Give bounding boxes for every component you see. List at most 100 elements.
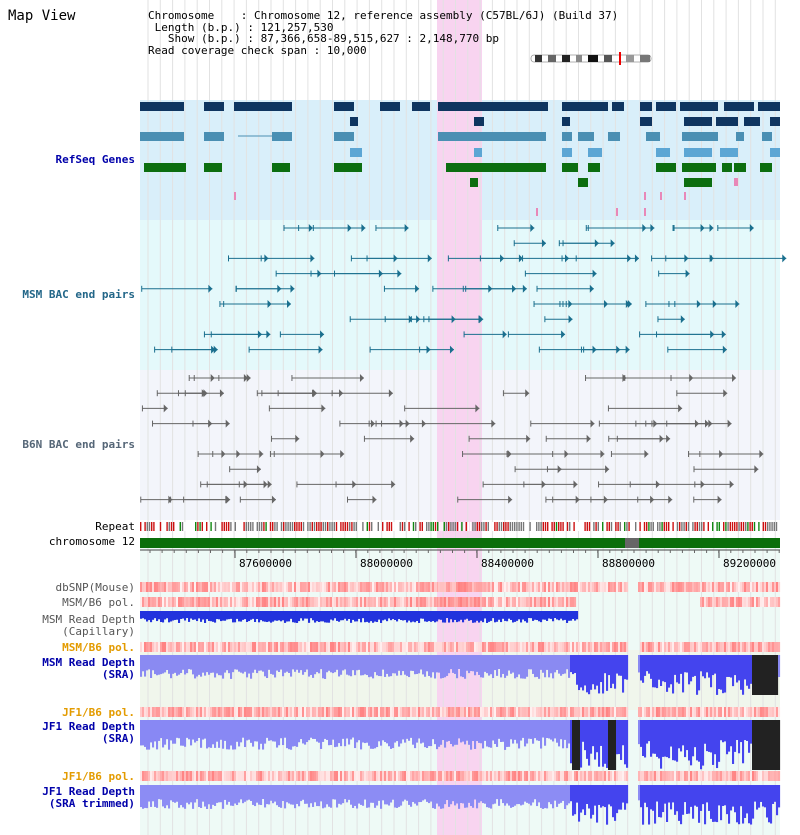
axis-tick-label: 88000000	[360, 557, 413, 570]
span-value: 10,000	[326, 43, 367, 57]
gene-0-5	[412, 102, 430, 111]
gene-2-4	[438, 132, 546, 141]
gene-2-11	[762, 132, 772, 141]
gene-0-2	[234, 102, 292, 111]
gene-3-2	[562, 148, 572, 157]
axis-tick-label: 89200000	[723, 557, 776, 570]
gene-1-1	[474, 117, 484, 126]
gene-4-0	[144, 163, 186, 172]
track-label-msm-depth-sra[interactable]: MSM Read Depth (SRA)	[42, 656, 135, 681]
msm-depth-sra	[140, 655, 781, 695]
gene-0-9	[640, 102, 652, 111]
span-key: Read coverage check span	[148, 43, 307, 57]
gene-3-1	[474, 148, 482, 157]
jf1-pol-band-2	[140, 771, 781, 781]
gene-fragment-7	[644, 208, 646, 216]
msm-pol-band-1	[140, 597, 781, 607]
axis-tick-label: 88400000	[481, 557, 534, 570]
gene-4-4	[350, 163, 362, 172]
gene-0-0	[140, 102, 184, 111]
gene-0-1	[204, 102, 224, 111]
gene-4-12	[760, 163, 772, 172]
gene-3-5	[684, 148, 712, 157]
gene-4-8	[656, 163, 676, 172]
dbsnp-band	[140, 582, 781, 592]
gene-1-5	[716, 117, 738, 126]
jf1-pol-band-1	[140, 707, 781, 717]
gene-4-6	[562, 163, 578, 172]
gene-fragment-4	[734, 178, 736, 186]
track-label-msm-pol-2[interactable]: MSM/B6 pol.	[62, 641, 135, 654]
chromosome-bar	[140, 538, 780, 548]
show-key: Show (b.p.)	[167, 32, 241, 45]
track-label-b6n-bac[interactable]: B6N BAC end pairs	[22, 438, 135, 451]
right-margin	[780, 0, 800, 835]
position-axis: 87600000 88000000 88400000 88800000 89200000	[140, 549, 780, 570]
track-label-msm-pol-1[interactable]: MSM/B6 pol.	[62, 596, 135, 609]
gene-fragment-6	[616, 208, 618, 216]
gene-0-7	[562, 102, 608, 111]
refseq-genes	[140, 102, 780, 216]
chromosome-key: Chromosome	[148, 9, 215, 22]
gene-3-6	[720, 148, 738, 157]
show-value: 87,366,658-89,515,627 : 2,148,770 bp	[260, 32, 500, 45]
gene-3-4	[656, 148, 670, 157]
track-label-jf1-depth-trimmed[interactable]: JF1 Read Depth (SRA trimmed)	[42, 785, 135, 810]
gene-2-3	[334, 132, 354, 141]
track-label-msm-depth-capillary[interactable]: MSM Read Depth (Capillary)	[42, 613, 135, 638]
gene-3-0	[350, 148, 362, 157]
page-title: Map View	[8, 8, 76, 24]
track-label-jf1-pol-1[interactable]: JF1/B6 pol.	[62, 706, 135, 719]
gene-5-2	[684, 178, 712, 187]
gene-0-12	[724, 102, 754, 111]
track-label-chromosome[interactable]: chromosome 12	[48, 535, 135, 548]
track-label-msm-bac[interactable]: MSM BAC end pairs	[22, 288, 135, 301]
gene-2-0	[140, 132, 184, 141]
gene-2-1	[204, 132, 224, 141]
msm-pol-band-2	[140, 642, 781, 652]
repeat-track	[140, 522, 780, 531]
gene-2-6	[578, 132, 594, 141]
gene-0-8	[612, 102, 624, 111]
gene-4-9	[682, 163, 716, 172]
track-label-refseq-genes[interactable]: RefSeq Genes	[55, 153, 135, 166]
gene-4-1	[204, 163, 222, 172]
gene-2-5	[562, 132, 572, 141]
track-label-dbsnp[interactable]: dbSNP(Mouse)	[55, 581, 135, 594]
chromosome-ideogram	[530, 52, 652, 65]
gene-3-7	[770, 148, 780, 157]
track-label-jf1-depth-sra[interactable]: JF1 Read Depth (SRA)	[42, 720, 135, 745]
gene-1-3	[640, 117, 652, 126]
gene-4-7	[588, 163, 600, 172]
track-label-jf1-pol-2[interactable]: JF1/B6 pol.	[62, 770, 135, 783]
axis-tick-label: 88800000	[602, 557, 655, 570]
jf1-depth-sra	[140, 720, 781, 770]
gene-0-3	[334, 102, 354, 111]
length-value: 121,257,530	[260, 20, 334, 34]
gene-5-0	[470, 178, 478, 187]
gene-0-6	[438, 102, 548, 111]
length-key: Length (b.p.)	[154, 20, 241, 34]
gene-0-11	[680, 102, 718, 111]
gene-fragment-0	[234, 192, 236, 200]
gene-4-3	[334, 163, 350, 172]
gene-4-2	[272, 163, 290, 172]
msm-depth-capillary	[140, 611, 579, 623]
msm-bac-pairs	[141, 224, 787, 354]
gene-fragment-1	[644, 192, 646, 200]
b6n-bac-pairs	[140, 374, 764, 504]
axis-tick-label: 87600000	[239, 557, 292, 570]
gene-fragment-2	[660, 192, 662, 200]
gene-0-13	[758, 102, 780, 111]
gene-0-4	[380, 102, 400, 111]
gene-1-4	[684, 117, 712, 126]
gene-4-5	[446, 163, 546, 172]
gene-2-10	[736, 132, 744, 141]
chromosome-info: Chromosome : Chromosome 12, reference as…	[148, 9, 619, 57]
track-label-repeat[interactable]: Repeat	[95, 520, 135, 533]
gene-5-1	[578, 178, 588, 187]
gene-2-8	[646, 132, 660, 141]
gene-fragment-5	[736, 178, 738, 186]
